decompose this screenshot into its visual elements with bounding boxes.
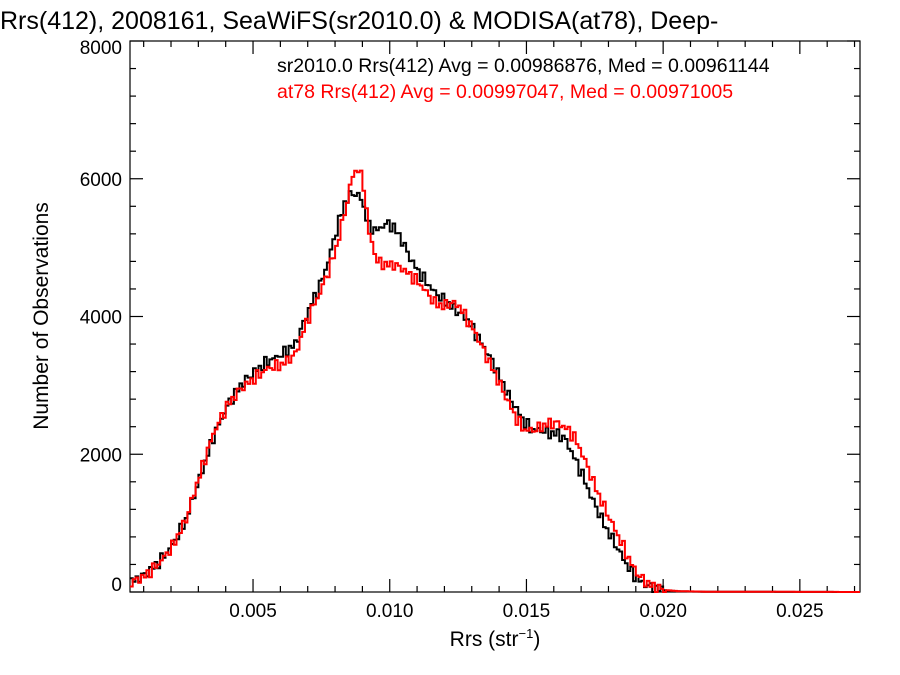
x-axis-label: Rrs (str−1) xyxy=(450,626,541,651)
series-line-at78 xyxy=(130,169,860,593)
x-tick-label: 0.005 xyxy=(229,601,277,622)
x-axis-label-text: Rrs (str xyxy=(450,628,519,651)
x-tick-label: 0.025 xyxy=(776,601,824,622)
x-tick-label: 0.015 xyxy=(503,601,551,622)
y-tick-label: 8000 xyxy=(80,38,122,59)
y-tick-label: 4000 xyxy=(80,308,122,329)
axis-ticks: 0.005 0.010 0.015 0.020 0.025 0 2000 4000 6000 80… xyxy=(80,38,860,622)
series-layer xyxy=(130,169,860,593)
x-tick-label: 0.020 xyxy=(639,601,687,622)
legend-entry-sr2010: sr2010.0 Rrs(412) Avg = 0.00986876, Med … xyxy=(277,55,770,77)
y-tick-label: 2000 xyxy=(80,445,122,466)
x-axis-label-superscript: −1 xyxy=(519,626,534,641)
y-tick-label: 6000 xyxy=(80,170,122,191)
x-tick-label: 0.010 xyxy=(366,601,414,622)
legend-entry-at78: at78 Rrs(412) Avg = 0.00997047, Med = 0.… xyxy=(277,81,733,103)
y-axis-label: Number of Observations xyxy=(30,202,53,430)
y-tick-label: 0 xyxy=(111,575,122,596)
series-line-sr20100 xyxy=(130,190,860,593)
plot-frame xyxy=(129,40,861,593)
chart-title: Rrs(412), 2008161, SeaWiFS(sr2010.0) & M… xyxy=(0,7,718,35)
x-axis-label-close: ) xyxy=(533,628,540,651)
